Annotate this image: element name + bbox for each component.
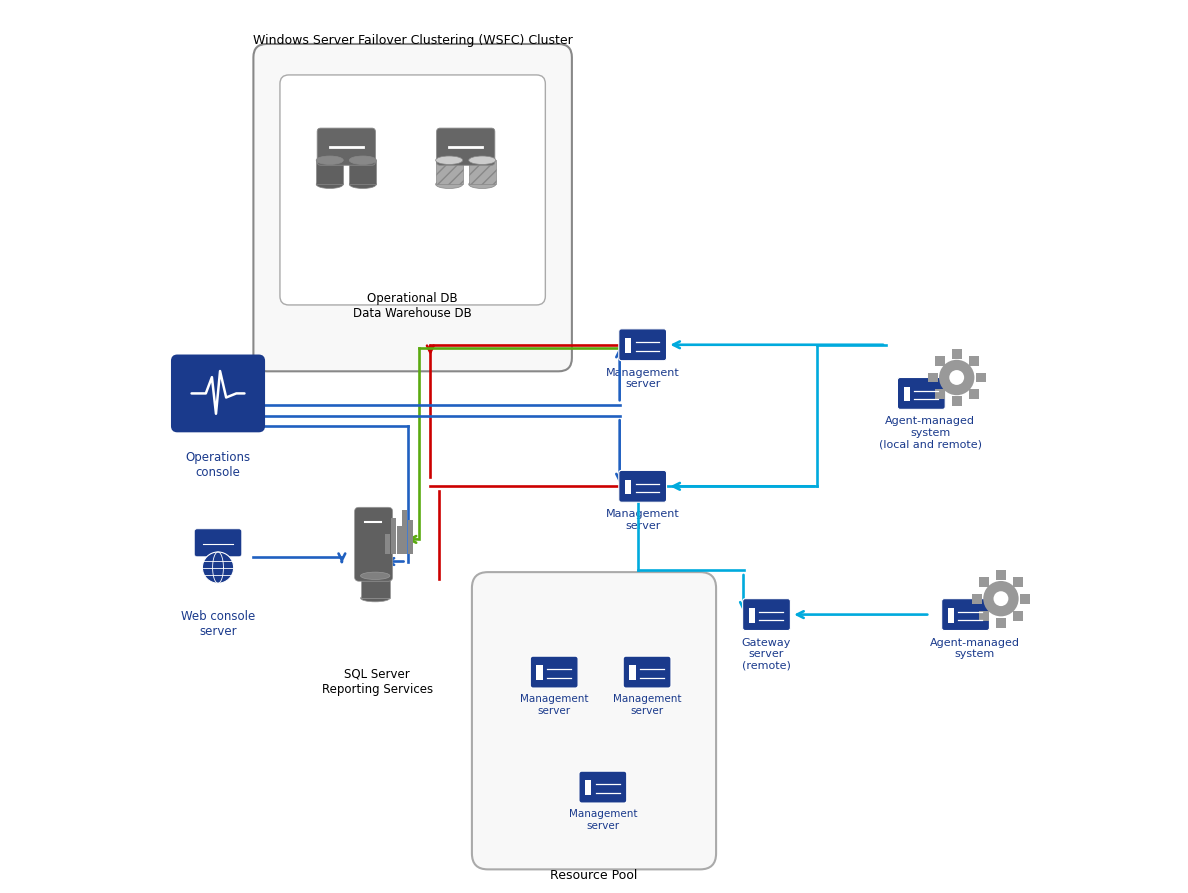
Text: Gateway
server
(remote): Gateway server (remote) [741,638,791,671]
FancyBboxPatch shape [975,372,986,382]
FancyBboxPatch shape [472,572,716,870]
Ellipse shape [436,180,462,188]
Circle shape [202,552,234,583]
FancyBboxPatch shape [619,471,666,502]
Bar [403,510,407,555]
FancyBboxPatch shape [586,780,592,795]
Bar [385,534,391,555]
Text: Resource Pool: Resource Pool [550,870,638,882]
FancyBboxPatch shape [579,772,627,803]
FancyBboxPatch shape [530,656,579,688]
FancyBboxPatch shape [979,611,990,621]
FancyBboxPatch shape [625,480,631,494]
FancyBboxPatch shape [172,355,264,431]
FancyBboxPatch shape [996,570,1006,580]
Text: Management
server: Management server [520,694,588,716]
FancyBboxPatch shape [742,598,790,630]
Bar [436,160,462,184]
FancyBboxPatch shape [942,598,990,630]
Text: Agent-managed
system: Agent-managed system [929,638,1019,659]
Bar [316,160,343,184]
FancyBboxPatch shape [537,665,543,680]
Text: Web console
server: Web console server [181,610,255,638]
FancyBboxPatch shape [253,44,571,371]
Ellipse shape [349,156,377,164]
Bar [469,160,495,184]
Circle shape [984,581,1018,616]
FancyBboxPatch shape [968,355,979,365]
Text: Management
server: Management server [569,809,637,830]
FancyBboxPatch shape [968,389,979,399]
Circle shape [939,360,974,396]
Ellipse shape [361,572,390,580]
FancyBboxPatch shape [1013,577,1023,587]
Text: Operational DB
Data Warehouse DB: Operational DB Data Warehouse DB [353,292,472,320]
Ellipse shape [316,180,343,188]
Ellipse shape [349,180,377,188]
FancyBboxPatch shape [748,608,756,622]
Ellipse shape [361,595,390,602]
Ellipse shape [469,156,495,164]
FancyBboxPatch shape [904,387,910,401]
FancyBboxPatch shape [935,355,944,365]
Ellipse shape [316,156,343,164]
Text: Management
server: Management server [606,368,680,389]
Text: Management
server: Management server [613,694,682,716]
FancyBboxPatch shape [972,594,982,604]
Bar [349,160,377,184]
Bar [397,526,402,555]
FancyBboxPatch shape [897,378,946,409]
FancyBboxPatch shape [1013,611,1023,621]
FancyBboxPatch shape [935,389,944,399]
FancyBboxPatch shape [952,396,961,406]
Bar [361,576,390,598]
Circle shape [949,370,965,385]
Ellipse shape [469,180,495,188]
FancyBboxPatch shape [354,507,393,581]
Text: SQL Server
Reporting Services: SQL Server Reporting Services [322,668,432,696]
Text: Management
server: Management server [606,509,680,531]
FancyBboxPatch shape [948,608,954,622]
FancyBboxPatch shape [625,338,631,353]
FancyBboxPatch shape [317,128,375,165]
FancyBboxPatch shape [280,75,545,305]
FancyBboxPatch shape [996,618,1006,628]
FancyBboxPatch shape [630,665,636,680]
FancyBboxPatch shape [952,348,961,359]
FancyBboxPatch shape [928,372,937,382]
FancyBboxPatch shape [1019,594,1030,604]
Bar [391,518,396,555]
FancyBboxPatch shape [979,577,990,587]
FancyBboxPatch shape [624,656,671,688]
Text: Windows Server Failover Clustering (WSFC) Cluster: Windows Server Failover Clustering (WSFC… [253,34,573,46]
FancyBboxPatch shape [619,329,666,361]
Ellipse shape [436,156,462,164]
FancyBboxPatch shape [195,529,241,556]
Text: Operations
console: Operations console [185,451,251,479]
Bar [407,520,412,555]
Text: Agent-managed
system
(local and remote): Agent-managed system (local and remote) [879,416,981,449]
FancyBboxPatch shape [437,128,495,165]
Circle shape [993,591,1009,606]
